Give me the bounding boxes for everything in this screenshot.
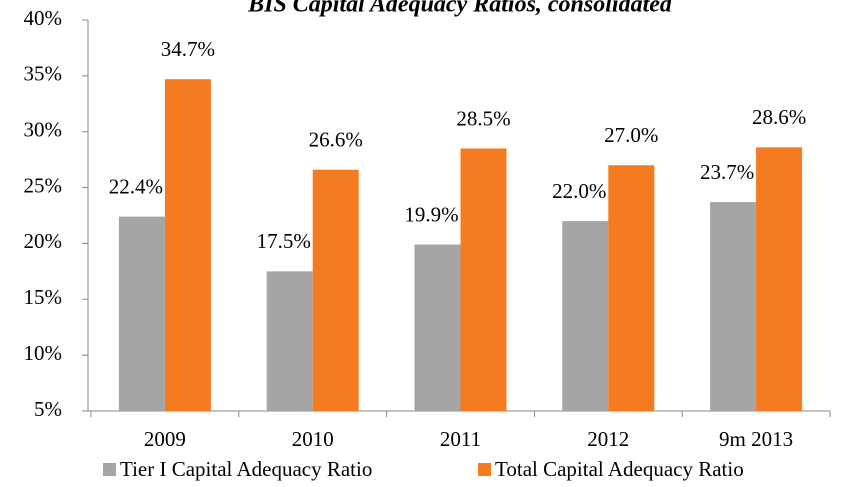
bar	[756, 147, 803, 411]
x-tick-label: 2011	[440, 427, 481, 451]
y-tick-label: 10%	[24, 341, 63, 365]
data-label: 17.5%	[257, 229, 311, 253]
data-label: 28.6%	[752, 105, 806, 129]
data-label: 34.7%	[161, 37, 215, 61]
y-tick-label: 5%	[34, 397, 62, 421]
data-label: 19.9%	[404, 202, 458, 226]
data-label: 22.0%	[552, 179, 606, 203]
bar	[608, 165, 655, 411]
data-label: 28.5%	[456, 106, 510, 130]
data-label: 27.0%	[604, 123, 658, 147]
legend-label: Tier I Capital Adequacy Ratio	[120, 457, 372, 481]
bar	[164, 79, 211, 412]
data-label: 26.6%	[309, 128, 363, 152]
bar	[414, 244, 461, 411]
legend-swatch	[478, 463, 491, 476]
y-tick-label: 15%	[24, 285, 63, 309]
x-tick-label: 2012	[587, 427, 629, 451]
x-tick-label: 2010	[292, 427, 334, 451]
y-tick-label: 30%	[24, 118, 63, 142]
data-label: 22.4%	[109, 174, 163, 198]
x-tick-label: 9m 2013	[719, 427, 793, 451]
legend-label: Total Capital Adequacy Ratio	[495, 457, 744, 481]
legend-swatch	[103, 463, 116, 476]
bar	[312, 169, 359, 411]
data-label: 23.7%	[700, 160, 754, 184]
bar	[710, 202, 757, 411]
bar	[118, 216, 165, 411]
y-tick-label: 40%	[24, 6, 63, 30]
y-tick-label: 35%	[24, 62, 63, 86]
x-tick-label: 2009	[144, 427, 186, 451]
bar	[460, 148, 507, 411]
chart-title: BIS Capital Adequacy Ratios, consolidate…	[247, 0, 673, 18]
bar	[266, 271, 313, 411]
y-tick-label: 20%	[24, 229, 63, 253]
y-tick-label: 25%	[24, 173, 63, 197]
bar	[562, 221, 609, 411]
